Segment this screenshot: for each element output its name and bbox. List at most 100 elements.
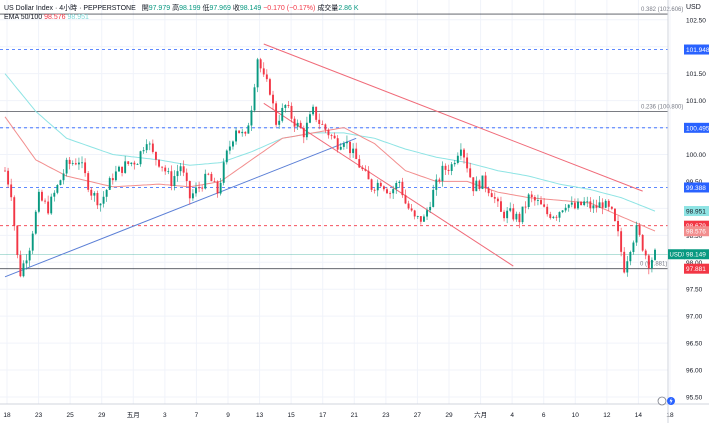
candle-body — [641, 234, 644, 251]
candle-body — [567, 204, 570, 208]
y-tick-label: 95.50 — [686, 395, 703, 402]
candle-body — [268, 79, 271, 95]
price-label: 98.576 — [686, 229, 706, 236]
x-tick-label: 23 — [35, 412, 43, 419]
price-label-bg — [684, 206, 709, 217]
candle-body — [456, 155, 459, 163]
candle-body — [561, 210, 564, 213]
candle-body — [293, 118, 296, 127]
y-tick-label: 99.50 — [686, 179, 703, 186]
candle-body — [500, 201, 502, 212]
y-tick-label: 98.50 — [686, 233, 703, 240]
candle-body — [81, 162, 83, 164]
candle-body — [272, 94, 274, 104]
candle-body — [238, 130, 241, 134]
trendlines[interactable] — [4, 43, 643, 278]
candle-body — [299, 122, 302, 129]
candle-body — [213, 181, 216, 182]
candle-body — [19, 255, 22, 277]
candle-body — [34, 211, 37, 234]
candle-body — [438, 179, 441, 182]
symbol-title[interactable]: US Dollar Index · 4小時 · PEPPERSTONE — [4, 5, 136, 12]
y-tick-label: 102.50 — [686, 17, 706, 24]
candle-body — [305, 122, 308, 138]
candle-body — [309, 114, 311, 123]
trendline-uptrend[interactable] — [4, 137, 357, 278]
candle-body — [490, 193, 493, 198]
candle-body — [376, 182, 379, 191]
candle-body — [352, 148, 355, 154]
price-label: 101.948 — [686, 47, 709, 54]
candle-body — [515, 213, 518, 220]
candle-body — [41, 191, 43, 201]
candle-body — [398, 181, 401, 183]
candle-body — [302, 128, 305, 138]
candle-body — [382, 186, 385, 190]
candle-body — [583, 201, 586, 205]
candle-body — [296, 122, 299, 127]
candle-body — [44, 200, 47, 202]
candle-body — [487, 188, 490, 194]
horizontal-levels: 0.382 (102.606) 0.236 (100.800) 0 (97.881) — [0, 7, 683, 270]
candle-body — [148, 143, 151, 145]
candle-body — [546, 206, 549, 215]
trendline-channel-lower[interactable] — [263, 102, 514, 267]
candle-body — [228, 146, 231, 151]
candle-body — [210, 173, 213, 182]
x-tick-label: 18 — [3, 412, 11, 419]
price-label-bg — [684, 263, 709, 274]
candle-body — [533, 196, 536, 201]
ema50-value: 98.576 — [44, 14, 66, 21]
misc-icons[interactable] — [657, 396, 675, 406]
candle-body — [426, 210, 428, 217]
candle-body — [321, 123, 324, 125]
candle-body — [444, 165, 447, 170]
trendline-channel-upper[interactable] — [263, 43, 643, 192]
candle-body — [216, 181, 219, 194]
candle-body — [423, 216, 425, 222]
candle-body — [161, 166, 164, 168]
indicator-legend[interactable]: EMA 50/100 98.576 98.951 — [4, 14, 89, 21]
candle-body — [638, 225, 641, 235]
candle-body — [275, 103, 278, 125]
volume-value: 2.86 K — [338, 5, 359, 12]
candle-body — [287, 104, 290, 106]
candle-body — [345, 141, 348, 144]
candle-body — [145, 144, 148, 151]
candle-body — [598, 202, 601, 208]
candle-body — [47, 201, 50, 214]
change-value: −0.170 (−0.17%) — [263, 5, 316, 12]
candle-body — [136, 164, 139, 165]
candle-body — [84, 162, 87, 174]
candle-body — [632, 242, 635, 253]
candle-body — [595, 205, 598, 208]
candle-body — [127, 161, 130, 165]
candle-body — [235, 130, 237, 142]
candle-body — [114, 171, 117, 181]
candle-body — [102, 196, 105, 204]
open-value: 97.979 — [148, 5, 171, 12]
candle-body — [53, 192, 56, 197]
candle-body — [247, 125, 250, 134]
candle-body — [333, 135, 336, 139]
candle-body — [173, 176, 176, 186]
candle-body — [22, 263, 25, 277]
lightning-bolt-glyph — [669, 397, 673, 405]
candle-body — [201, 187, 204, 189]
candle-body — [558, 212, 561, 218]
candle-body — [413, 210, 416, 217]
x-tick-label: 23 — [382, 412, 390, 419]
candle-body — [370, 179, 373, 190]
candle-body — [521, 206, 524, 223]
candle-body — [167, 171, 170, 173]
candle-body — [13, 197, 16, 226]
candle-body — [410, 208, 413, 211]
candle-body — [330, 135, 333, 137]
candle-body — [28, 250, 31, 261]
price-label-bg — [684, 220, 709, 231]
candle-body — [31, 233, 34, 251]
settings-gear-icon[interactable] — [657, 396, 667, 406]
price-label: 100.495 — [686, 125, 709, 132]
